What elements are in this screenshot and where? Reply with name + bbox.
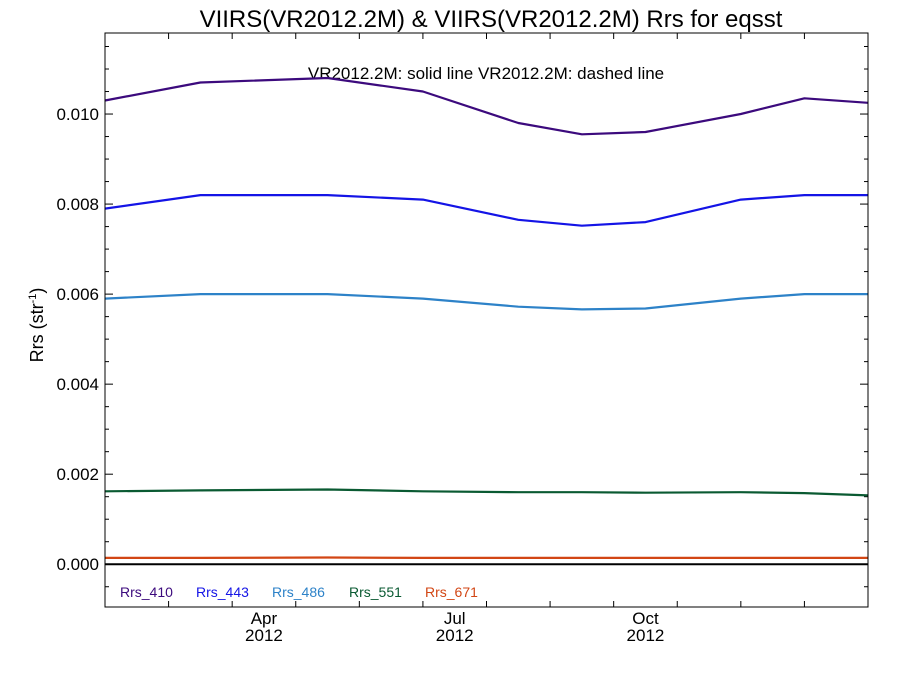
- plot-frame: [104, 32, 869, 608]
- y-tick-label: 0.004: [56, 375, 99, 394]
- axes-ticks: 0.0000.0020.0040.0060.0080.010Apr2012Jul…: [56, 33, 869, 645]
- legend-entry-rrs-486: Rrs_486: [272, 584, 325, 600]
- x-tick-year-label: 2012: [436, 626, 474, 645]
- y-tick-label: 0.000: [56, 555, 99, 574]
- legend-entry-rrs-443: Rrs_443: [196, 584, 249, 600]
- series-lines: [104, 76, 869, 560]
- chart-title: VIIRS(VR2012.2M) & VIIRS(VR2012.2M) Rrs …: [200, 6, 783, 33]
- y-axis-label-sup: -1: [27, 294, 39, 304]
- y-axis-label-main: Rrs (str: [27, 303, 47, 362]
- series-line-rrs-443: [104, 194, 868, 227]
- legend-entry-rrs-551: Rrs_551: [349, 584, 402, 600]
- y-axis-label: Rrs (str-1): [27, 288, 47, 363]
- x-tick-year-label: 2012: [627, 626, 665, 645]
- legend-entry-rrs-671: Rrs_671: [425, 584, 478, 600]
- series-line-rrs-410: [104, 76, 869, 136]
- y-tick-label: 0.008: [56, 195, 99, 214]
- x-tick-year-label: 2012: [245, 626, 283, 645]
- x-tick-month-label: Apr: [251, 609, 278, 628]
- line-style-annotation: VR2012.2M: solid line VR2012.2M: dashed …: [308, 64, 664, 83]
- y-tick-label: 0.010: [56, 105, 99, 124]
- series-line-rrs-551: [104, 488, 869, 497]
- x-tick-month-label: Jul: [444, 609, 466, 628]
- y-tick-label: 0.002: [56, 465, 99, 484]
- legend-entry-rrs-410: Rrs_410: [120, 584, 173, 600]
- legend: Rrs_410 Rrs_443 Rrs_486 Rrs_551 Rrs_671: [120, 584, 478, 600]
- series-line-rrs-486: [104, 293, 868, 311]
- y-tick-label: 0.006: [56, 285, 99, 304]
- y-axis-label-close: ): [27, 288, 47, 294]
- x-tick-month-label: Oct: [632, 609, 659, 628]
